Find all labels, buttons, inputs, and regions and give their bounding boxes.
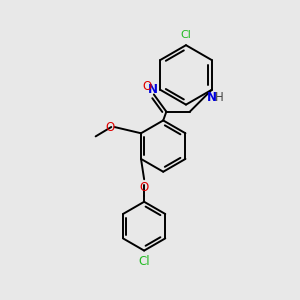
- Text: O: O: [142, 80, 151, 93]
- Text: O: O: [140, 181, 149, 194]
- Text: Cl: Cl: [181, 31, 191, 40]
- Text: N: N: [206, 91, 216, 104]
- Text: N: N: [148, 83, 158, 96]
- Text: O: O: [105, 121, 114, 134]
- Text: Cl: Cl: [138, 255, 150, 268]
- Text: H: H: [215, 91, 224, 104]
